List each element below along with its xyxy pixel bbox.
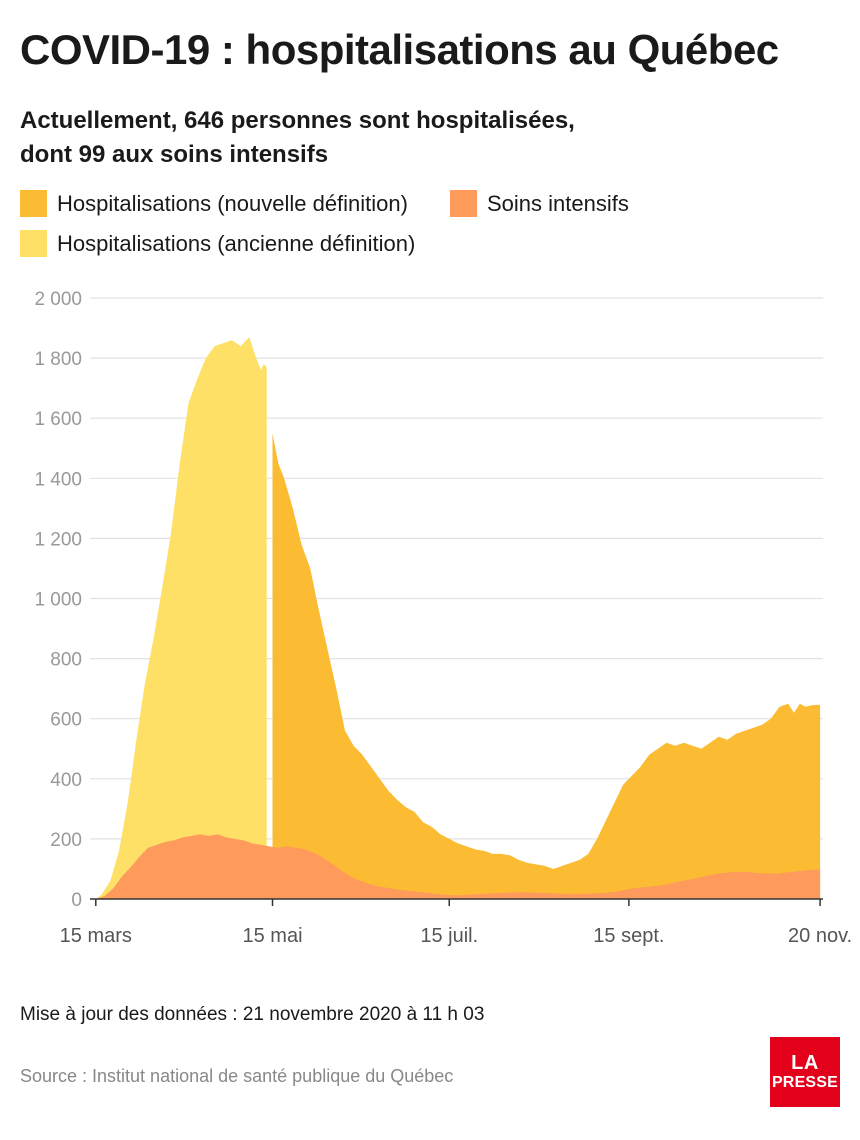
legend-label-new: Hospitalisations (nouvelle définition) [57, 190, 408, 216]
y-tick-label-1400: 1 400 [34, 469, 82, 490]
subtitle-line-2: dont 99 aux soins intensifs [20, 141, 329, 168]
y-tick-label-1200: 1 200 [34, 529, 82, 550]
la-presse-logo: LA PRESSE [770, 1037, 840, 1107]
x-tick-label-3: 15 sept. [593, 925, 664, 947]
y-tick-label-400: 400 [50, 770, 82, 791]
legend-item-old-definition: Hospitalisations (ancienne définition) [20, 230, 415, 257]
legend-item-icu: Soins intensifs [450, 190, 629, 217]
y-tick-label-1800: 1 800 [34, 349, 82, 370]
legend-swatch-old [20, 230, 47, 257]
y-tick-label-1600: 1 600 [34, 409, 82, 430]
chart-title: COVID-19 : hospitalisations au Québec [20, 26, 779, 73]
subtitle-line-1: Actuellement, 646 personnes sont hospita… [20, 107, 575, 134]
area-new-definition [272, 433, 821, 899]
y-tick-label-0: 0 [71, 890, 82, 911]
legend-swatch-icu [450, 190, 477, 217]
y-tick-label-2000: 2 000 [34, 289, 82, 310]
area-icu [95, 834, 821, 899]
hospitalisations-chart: 0 200 400 600 800 1 000 1 200 1 400 1 600 1 800 2 … [34, 289, 852, 947]
x-tick-label-1: 15 mai [243, 925, 303, 947]
source-note: Source : Institut national de santé publ… [20, 1066, 454, 1086]
chart-subtitle: Actuellement, 646 personnes sont hospita… [20, 104, 800, 172]
x-tick-label-0: 15 mars [60, 925, 132, 947]
legend-item-new-definition: Hospitalisations (nouvelle définition) [20, 190, 408, 217]
y-tick-label-800: 800 [50, 650, 82, 671]
y-tick-label-200: 200 [50, 830, 82, 851]
x-tick-label-4: 20 nov. [788, 925, 852, 947]
logo-line-1: LA [791, 1052, 819, 1074]
y-tick-label-600: 600 [50, 710, 82, 731]
area-old-definition [95, 337, 267, 900]
legend-label-icu: Soins intensifs [487, 190, 629, 216]
update-timestamp: Mise à jour des données : 21 novembre 20… [20, 1004, 485, 1025]
legend-label-old: Hospitalisations (ancienne définition) [57, 230, 416, 256]
legend: Hospitalisations (nouvelle définition) S… [20, 190, 840, 270]
legend-swatch-new [20, 190, 47, 217]
y-tick-label-1000: 1 000 [34, 590, 82, 611]
logo-line-2: PRESSE [771, 1074, 839, 1091]
x-tick-label-2: 15 juil. [420, 925, 478, 947]
